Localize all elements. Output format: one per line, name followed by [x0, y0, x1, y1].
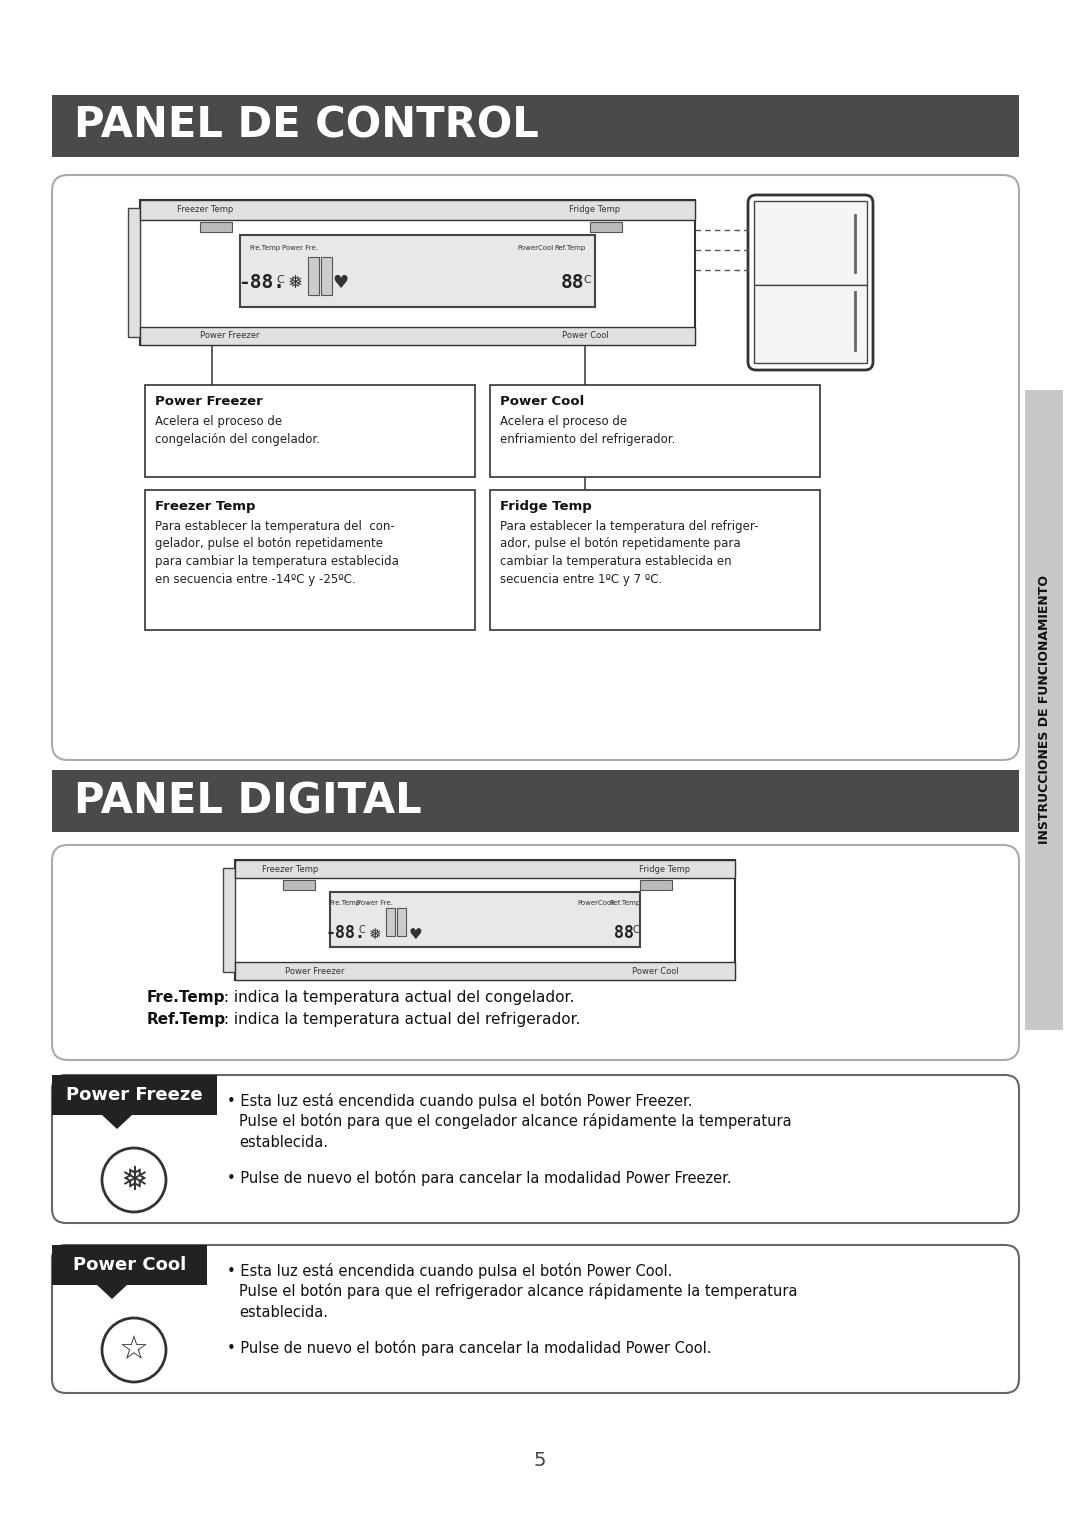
- Text: Power Cool: Power Cool: [500, 396, 584, 408]
- FancyBboxPatch shape: [52, 1076, 1020, 1222]
- Bar: [490, 385, 820, 477]
- Bar: [640, 880, 672, 889]
- Text: Fre.Temp: Fre.Temp: [329, 900, 361, 906]
- Bar: [129, 208, 140, 338]
- Bar: [754, 202, 867, 286]
- Text: Power Cool: Power Cool: [562, 332, 608, 341]
- Text: Ref.Temp: Ref.Temp: [147, 1012, 226, 1027]
- Text: ❅: ❅: [287, 274, 302, 292]
- Text: Freezer Temp: Freezer Temp: [156, 500, 256, 513]
- Text: Power Freezer: Power Freezer: [285, 967, 345, 975]
- Text: Ref.Temp: Ref.Temp: [609, 900, 640, 906]
- Text: : indica la temperatura actual del congelador.: : indica la temperatura actual del conge…: [219, 990, 575, 1005]
- Bar: [1025, 390, 1063, 1030]
- Text: ♥: ♥: [332, 274, 348, 292]
- Bar: [235, 860, 735, 979]
- Text: Freezer Temp: Freezer Temp: [177, 205, 233, 214]
- Text: Power Fre.: Power Fre.: [357, 900, 393, 906]
- Text: -88.: -88.: [326, 924, 366, 941]
- Text: C: C: [583, 275, 591, 286]
- Text: • Esta luz está encendida cuando pulsa el botón Power Freezer.: • Esta luz está encendida cuando pulsa e…: [227, 1093, 692, 1109]
- Text: Power Cool: Power Cool: [632, 967, 678, 975]
- Bar: [308, 257, 319, 295]
- Text: ♥: ♥: [408, 927, 422, 941]
- Bar: [222, 868, 235, 972]
- Text: Fre.Temp: Fre.Temp: [249, 244, 281, 251]
- Text: -88.: -88.: [239, 274, 285, 292]
- Text: INSTRUCCIONES DE FUNCIONAMIENTO: INSTRUCCIONES DE FUNCIONAMIENTO: [1038, 576, 1051, 845]
- FancyBboxPatch shape: [52, 176, 1020, 759]
- Text: Fre.Temp: Fre.Temp: [147, 990, 226, 1005]
- Text: PANEL DE CONTROL: PANEL DE CONTROL: [75, 105, 539, 147]
- Bar: [200, 222, 232, 232]
- Text: Power Freezer: Power Freezer: [200, 332, 260, 341]
- Text: : indica la temperatura actual del refrigerador.: : indica la temperatura actual del refri…: [219, 1012, 581, 1027]
- Text: PowerCool: PowerCool: [517, 244, 553, 251]
- Text: Acelera el proceso de
enfriamiento del refrigerador.: Acelera el proceso de enfriamiento del r…: [500, 416, 675, 446]
- Text: ☆: ☆: [119, 1334, 149, 1366]
- Text: Fridge Temp: Fridge Temp: [569, 205, 621, 214]
- Bar: [52, 1076, 217, 1115]
- Polygon shape: [97, 1285, 127, 1299]
- Text: Power Fre.: Power Fre.: [282, 244, 318, 251]
- Text: C: C: [276, 275, 284, 286]
- Text: C: C: [359, 924, 365, 935]
- Bar: [754, 286, 867, 364]
- Text: Fridge Temp: Fridge Temp: [500, 500, 592, 513]
- Bar: [52, 95, 1020, 157]
- Text: 88: 88: [562, 274, 584, 292]
- FancyBboxPatch shape: [748, 196, 873, 370]
- Text: PowerCool: PowerCool: [577, 900, 613, 906]
- Text: ❅: ❅: [120, 1163, 148, 1196]
- Text: PANEL DIGITAL: PANEL DIGITAL: [75, 779, 422, 822]
- Text: ❅: ❅: [368, 927, 381, 941]
- Bar: [52, 770, 1020, 833]
- Polygon shape: [102, 1115, 132, 1129]
- Text: Power Freeze: Power Freeze: [66, 1086, 203, 1105]
- Text: 88: 88: [615, 924, 634, 941]
- Text: Power Freezer: Power Freezer: [156, 396, 262, 408]
- Text: C: C: [633, 924, 639, 935]
- Text: Pulse el botón para que el refrigerador alcance rápidamente la temperatura
estab: Pulse el botón para que el refrigerador …: [239, 1284, 797, 1320]
- FancyBboxPatch shape: [52, 1245, 1020, 1394]
- Bar: [397, 908, 406, 937]
- Bar: [145, 385, 475, 477]
- Text: Ref.Temp: Ref.Temp: [554, 244, 585, 251]
- Bar: [590, 222, 622, 232]
- Circle shape: [102, 1148, 166, 1212]
- Bar: [140, 200, 696, 220]
- Bar: [330, 892, 640, 947]
- Text: Acelera el proceso de
congelación del congelador.: Acelera el proceso de congelación del co…: [156, 416, 320, 446]
- Bar: [490, 490, 820, 630]
- Text: • Pulse de nuevo el botón para cancelar la modalidad Power Freezer.: • Pulse de nuevo el botón para cancelar …: [227, 1170, 731, 1186]
- Text: Power Cool: Power Cool: [72, 1256, 186, 1274]
- Bar: [140, 327, 696, 345]
- Text: • Esta luz está encendida cuando pulsa el botón Power Cool.: • Esta luz está encendida cuando pulsa e…: [227, 1264, 673, 1279]
- Bar: [140, 200, 696, 345]
- Bar: [386, 908, 395, 937]
- Bar: [145, 490, 475, 630]
- Bar: [283, 880, 315, 889]
- Bar: [240, 235, 595, 307]
- Text: Para establecer la temperatura del refriger-
ador, pulse el botón repetidamente : Para establecer la temperatura del refri…: [500, 520, 758, 585]
- Bar: [52, 1245, 207, 1285]
- Text: Para establecer la temperatura del  con-
gelador, pulse el botón repetidamente
p: Para establecer la temperatura del con- …: [156, 520, 399, 585]
- Text: Fridge Temp: Fridge Temp: [639, 865, 690, 874]
- Bar: [235, 963, 735, 979]
- Text: • Pulse de nuevo el botón para cancelar la modalidad Power Cool.: • Pulse de nuevo el botón para cancelar …: [227, 1340, 712, 1355]
- FancyBboxPatch shape: [52, 845, 1020, 1060]
- Circle shape: [102, 1319, 166, 1381]
- Bar: [321, 257, 332, 295]
- Text: Pulse el botón para que el congelador alcance rápidamente la temperatura
estable: Pulse el botón para que el congelador al…: [239, 1112, 792, 1151]
- Text: 5: 5: [534, 1450, 546, 1470]
- Text: Freezer Temp: Freezer Temp: [261, 865, 319, 874]
- Bar: [235, 860, 735, 879]
